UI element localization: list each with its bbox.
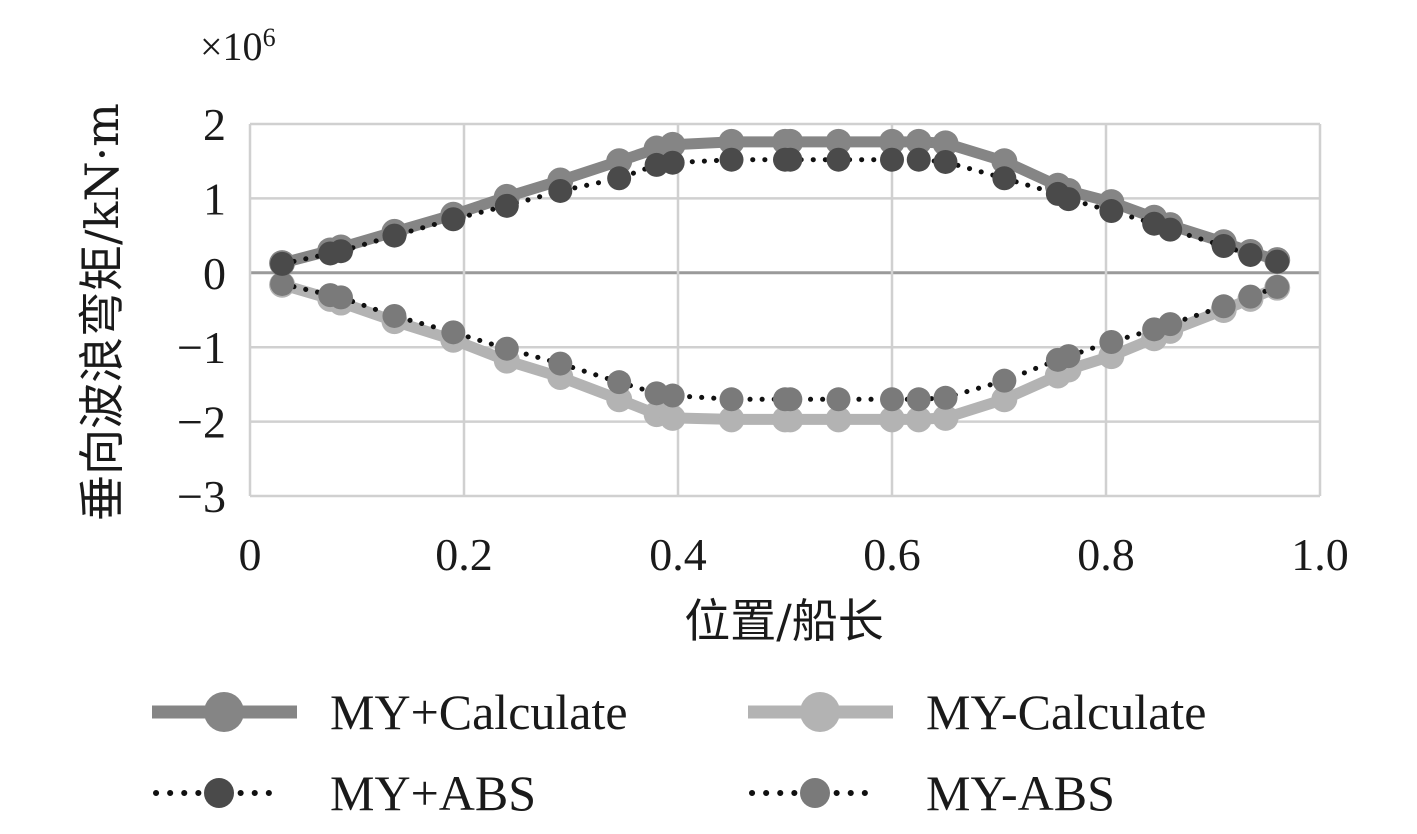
legend-label: MY-Calculate: [926, 684, 1206, 740]
legend-item: MY-Calculate: [748, 684, 1206, 740]
data-point: [719, 147, 744, 172]
series-line: [279, 157, 1280, 267]
data-point: [905, 128, 932, 155]
legend-label: MY+ABS: [330, 765, 536, 821]
data-point: [1211, 234, 1236, 259]
y-tick-label: 0: [203, 248, 226, 299]
data-point: [1211, 294, 1236, 319]
x-tick-label: 0.4: [649, 529, 707, 580]
series-MY-ABS: [270, 271, 1290, 412]
data-point: [880, 147, 904, 172]
data-point: [826, 387, 851, 412]
data-point: [548, 351, 573, 376]
data-point: [1238, 284, 1263, 309]
data-point: [382, 223, 407, 248]
data-point: [494, 193, 519, 218]
data-point: [826, 147, 851, 172]
data-point: [719, 387, 744, 412]
plot-area: [269, 128, 1291, 433]
y-tick-label: 2: [203, 99, 226, 150]
x-tick-label: 1.0: [1291, 529, 1349, 580]
data-point: [328, 285, 353, 310]
data-point: [906, 147, 931, 172]
legend-swatch-marker: [204, 778, 234, 808]
y-tick-label: 1: [203, 173, 226, 224]
data-point: [905, 406, 932, 433]
data-point: [607, 370, 632, 395]
data-point: [606, 386, 633, 413]
data-point: [328, 239, 353, 264]
data-point: [879, 128, 905, 155]
x-axis-ticks: 0 0.2 0.4 0.6 0.8 1.0: [239, 529, 1349, 580]
data-point: [382, 303, 407, 328]
data-point: [718, 128, 745, 155]
data-point: [906, 387, 931, 412]
data-point: [606, 148, 633, 175]
data-point: [1056, 187, 1081, 212]
legend-item: MY+Calculate: [152, 684, 628, 740]
x-tick-label: 0.6: [863, 529, 921, 580]
y-tick-label: −1: [177, 322, 226, 373]
data-point: [778, 147, 803, 172]
data-point: [992, 166, 1017, 191]
data-point: [825, 128, 852, 155]
data-point: [825, 406, 852, 433]
series-line: [279, 281, 1280, 402]
data-point: [660, 150, 685, 175]
data-point: [879, 406, 905, 433]
data-point: [991, 148, 1018, 175]
data-point: [933, 385, 958, 410]
data-point: [270, 251, 295, 276]
data-point: [880, 387, 904, 412]
data-point: [1099, 199, 1124, 224]
data-point: [659, 404, 686, 431]
x-tick-label: 0: [239, 529, 262, 580]
data-point: [718, 406, 745, 433]
data-point: [607, 166, 632, 191]
data-point: [932, 404, 959, 431]
y-multiplier-exponent: 6: [263, 23, 276, 52]
data-point: [932, 130, 959, 157]
series-MY+ABS: [270, 147, 1290, 276]
data-point: [441, 320, 466, 345]
data-point: [777, 406, 804, 433]
data-point: [1238, 242, 1263, 267]
x-tick-label: 0.2: [435, 529, 493, 580]
data-point: [933, 149, 958, 174]
legend-item: MY-ABS: [749, 765, 1115, 821]
y-tick-label: −3: [177, 471, 226, 522]
data-point: [992, 368, 1017, 393]
data-point: [1265, 249, 1290, 274]
data-point: [494, 336, 519, 361]
data-point: [1158, 217, 1183, 242]
legend: MY+Calculate MY-Calculate MY+ABS MY-ABS: [152, 684, 1206, 821]
legend-label: MY-ABS: [926, 765, 1115, 821]
data-point: [1056, 344, 1081, 369]
data-point: [548, 178, 573, 203]
x-tick-label: 0.8: [1077, 529, 1135, 580]
y-multiplier: ×106: [200, 23, 276, 69]
data-point: [1158, 312, 1183, 337]
x-axis-title: 位置/船长: [684, 594, 884, 648]
legend-swatch-marker: [800, 692, 840, 732]
y-axis-title: 垂向波浪弯矩/kN·m: [75, 103, 129, 521]
y-tick-label: −2: [177, 397, 226, 448]
y-axis-ticks: 2 1 0 −1 −2 −3: [177, 99, 226, 522]
data-point: [1099, 329, 1124, 354]
y-multiplier-base: ×10: [200, 24, 263, 69]
data-point: [441, 207, 466, 232]
data-point: [778, 387, 803, 412]
legend-label: MY+Calculate: [330, 684, 628, 740]
grid: [248, 122, 1322, 498]
data-point: [659, 131, 686, 158]
data-point: [1265, 274, 1290, 299]
data-point: [991, 386, 1018, 413]
legend-swatch-marker: [800, 778, 830, 808]
data-point: [660, 383, 685, 408]
legend-item: MY+ABS: [153, 765, 536, 821]
data-point: [270, 271, 295, 296]
legend-swatch-marker: [204, 692, 244, 732]
